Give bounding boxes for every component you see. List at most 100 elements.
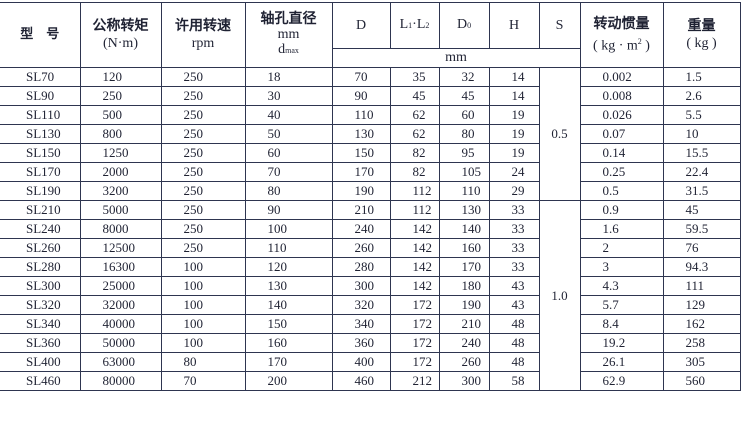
cell-weight: 1.5: [662, 67, 741, 87]
cell-weight: 10: [662, 124, 741, 144]
table-body: SL70 120 250 18 70 35 32 14 0.5 0.002 1.5 SL90 250 25…: [0, 67, 741, 391]
cell-model: SL320: [0, 295, 81, 315]
cell-bore: 50: [244, 124, 333, 144]
table-row: SL130 800 250 50 130 62 80 19 0.07 10: [0, 124, 741, 144]
table-row: SL70 120 250 18 70 35 32 14 0.5 0.002 1.5: [0, 67, 741, 201]
cell-bore: 110: [244, 238, 333, 258]
cell-inertia: 0.9: [579, 200, 664, 220]
header-torque: 公称转矩 (N·m): [79, 2, 162, 68]
cell-L1L2: 172: [389, 295, 440, 315]
cell-inertia: 1.6: [579, 219, 664, 239]
cell-weight: 59.5: [662, 219, 741, 239]
cell-inertia: 0.25: [579, 162, 664, 182]
cell-inertia: 2: [579, 238, 664, 258]
cell-weight: 162: [662, 314, 741, 334]
cell-bore: 170: [244, 352, 333, 372]
cell-torque: 63000: [79, 352, 162, 372]
cell-model: SL130: [0, 124, 81, 144]
cell-model: SL360: [0, 333, 81, 353]
cell-bore: 70: [244, 162, 333, 182]
header-D0: D0: [438, 2, 490, 49]
cell-H: 14: [488, 67, 540, 87]
cell-D: 150: [331, 143, 391, 163]
header-D: D: [331, 2, 391, 49]
cell-speed: 100: [160, 257, 246, 277]
header-L1L2: L1·L2: [389, 2, 440, 49]
table-row: SL110 500 250 40 110 62 60 19 0.026 5.5: [0, 105, 741, 125]
cell-model: SL90: [0, 86, 81, 106]
cell-inertia: 5.7: [579, 295, 664, 315]
table-row: SL460 80000 70 200 460 212 300 58 62.9 560: [0, 371, 741, 391]
cell-weight: 305: [662, 352, 741, 372]
cell-L1L2: 142: [389, 238, 440, 258]
cell-L1L2: 82: [389, 162, 440, 182]
cell-torque: 50000: [79, 333, 162, 353]
cell-torque: 80000: [79, 371, 162, 391]
cell-bore: 90: [244, 200, 333, 220]
cell-torque: 8000: [79, 219, 162, 239]
cell-bore: 160: [244, 333, 333, 353]
cell-model: SL190: [0, 181, 81, 201]
cell-D: 240: [331, 219, 391, 239]
cell-torque: 800: [79, 124, 162, 144]
cell-L1L2: 112: [389, 200, 440, 220]
cell-bore: 40: [244, 105, 333, 125]
cell-weight: 5.5: [662, 105, 741, 125]
cell-D: 320: [331, 295, 391, 315]
cell-speed: 70: [160, 371, 246, 391]
cell-L1L2: 82: [389, 143, 440, 163]
cell-bore: 150: [244, 314, 333, 334]
cell-L1L2: 142: [389, 219, 440, 239]
cell-D: 260: [331, 238, 391, 258]
cell-model: SL460: [0, 371, 81, 391]
cell-D: 130: [331, 124, 391, 144]
cell-torque: 40000: [79, 314, 162, 334]
cell-D: 190: [331, 181, 391, 201]
cell-H: 48: [488, 314, 540, 334]
cell-speed: 250: [160, 105, 246, 125]
cell-D0: 180: [438, 276, 490, 296]
cell-bore: 130: [244, 276, 333, 296]
cell-weight: 22.4: [662, 162, 741, 182]
cell-inertia: 62.9: [579, 371, 664, 391]
cell-D0: 300: [438, 371, 490, 391]
cell-weight: 94.3: [662, 257, 741, 277]
cell-H: 48: [488, 333, 540, 353]
table-row: SL260 12500 250 110 260 142 160 33 2 76: [0, 238, 741, 258]
cell-H: 33: [488, 219, 540, 239]
cell-D: 70: [331, 67, 391, 87]
cell-H: 24: [488, 162, 540, 182]
cell-D: 360: [331, 333, 391, 353]
cell-D: 300: [331, 276, 391, 296]
cell-bore: 100: [244, 219, 333, 239]
cell-weight: 560: [662, 371, 741, 391]
cell-D0: 95: [438, 143, 490, 163]
cell-speed: 80: [160, 352, 246, 372]
cell-bore: 80: [244, 181, 333, 201]
cell-H: 33: [488, 200, 540, 220]
cell-bore: 140: [244, 295, 333, 315]
cell-weight: 129: [662, 295, 741, 315]
cell-H: 43: [488, 276, 540, 296]
table-row: SL280 16300 100 120 280 142 170 33 3 94.3: [0, 257, 741, 277]
header-speed: 许用转速 rpm: [160, 2, 246, 68]
cell-D: 170: [331, 162, 391, 182]
cell-inertia: 0.07: [579, 124, 664, 144]
cell-torque: 120: [79, 67, 162, 87]
cell-speed: 250: [160, 200, 246, 220]
cell-L1L2: 35: [389, 67, 440, 87]
cell-L1L2: 112: [389, 181, 440, 201]
cell-H: 14: [488, 86, 540, 106]
cell-speed: 250: [160, 181, 246, 201]
header-S: S: [538, 2, 581, 49]
cell-inertia: 0.14: [579, 143, 664, 163]
cell-model: SL150: [0, 143, 81, 163]
cell-H: 19: [488, 105, 540, 125]
header-inertia: 转动惯量( kg · m2 ): [579, 2, 664, 68]
cell-S: 1.0: [538, 200, 581, 391]
cell-L1L2: 172: [389, 352, 440, 372]
header-model: 型 号: [0, 2, 81, 68]
cell-D0: 105: [438, 162, 490, 182]
cell-H: 58: [488, 371, 540, 391]
cell-D: 400: [331, 352, 391, 372]
